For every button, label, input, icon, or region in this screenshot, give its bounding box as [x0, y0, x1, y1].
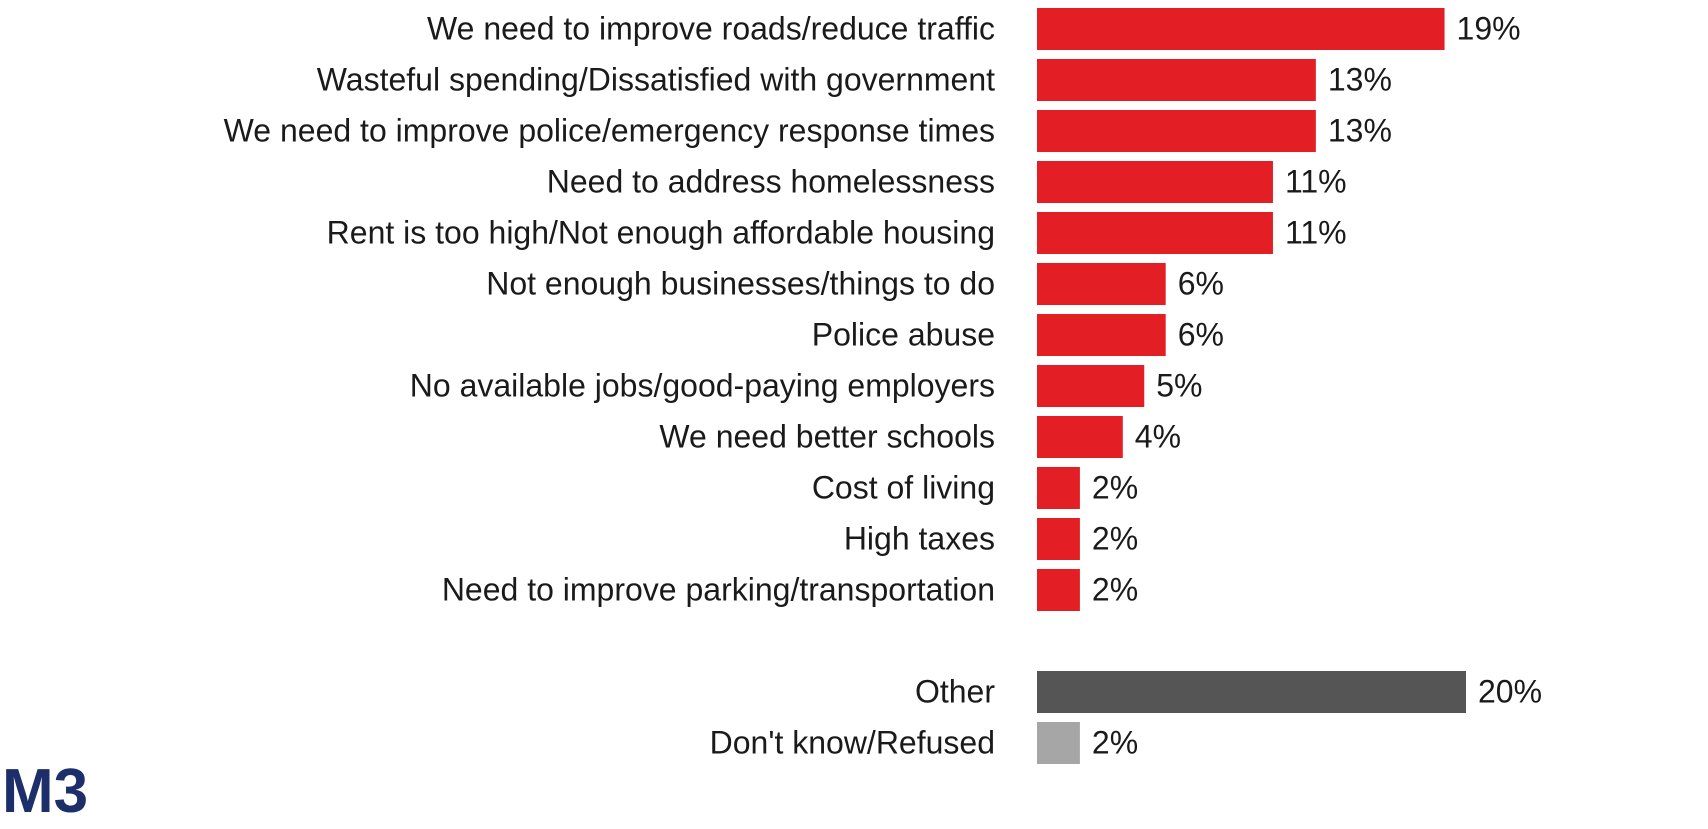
value-label: 11% [1285, 214, 1347, 250]
value-label: 6% [1178, 265, 1224, 301]
category-label: High taxes [844, 520, 995, 556]
value-label: 20% [1478, 673, 1542, 709]
value-label: 5% [1156, 367, 1202, 403]
bar [1037, 161, 1273, 203]
category-label: We need to improve roads/reduce traffic [427, 10, 995, 46]
value-label: 2% [1092, 571, 1138, 607]
value-label: 2% [1092, 520, 1138, 556]
bar [1037, 518, 1080, 560]
bar [1037, 722, 1080, 764]
bar [1037, 416, 1123, 458]
value-label: 19% [1457, 10, 1521, 46]
value-label: 2% [1092, 469, 1138, 505]
category-label: We need to improve police/emergency resp… [224, 112, 995, 148]
category-label: We need better schools [659, 418, 995, 454]
category-label: Not enough businesses/things to do [486, 265, 995, 301]
bar [1037, 263, 1166, 305]
bar [1037, 59, 1316, 101]
bar [1037, 671, 1466, 713]
category-label: Police abuse [812, 316, 995, 352]
category-label: Need to improve parking/transportation [442, 571, 995, 607]
value-label: 4% [1135, 418, 1181, 454]
category-label: Need to address homelessness [547, 163, 995, 199]
category-label: Rent is too high/Not enough affordable h… [327, 214, 995, 250]
bar [1037, 212, 1273, 254]
value-label: 13% [1328, 61, 1392, 97]
category-label: Other [915, 673, 995, 709]
category-label: Don't know/Refused [710, 724, 995, 760]
value-label: 11% [1285, 163, 1347, 199]
category-label: Wasteful spending/Dissatisfied with gove… [317, 61, 995, 97]
bar [1037, 365, 1145, 407]
logo: M3 [2, 757, 88, 826]
bar [1037, 8, 1445, 50]
bar [1037, 569, 1080, 611]
category-label: No available jobs/good-paying employers [410, 367, 995, 403]
category-label: Cost of living [812, 469, 995, 505]
bar [1037, 467, 1080, 509]
value-label: 2% [1092, 724, 1138, 760]
bar [1037, 314, 1166, 356]
value-label: 6% [1178, 316, 1224, 352]
bar [1037, 110, 1316, 152]
value-label: 13% [1328, 112, 1392, 148]
